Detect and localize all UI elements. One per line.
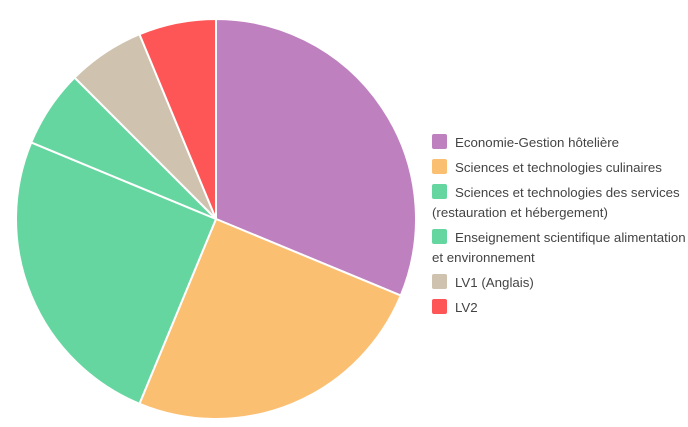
pie-area	[15, 17, 417, 420]
legend-label: Sciences et technologies culinaires	[455, 160, 662, 175]
legend-swatch	[432, 184, 447, 199]
pie-slice[interactable]	[138, 217, 403, 420]
legend-label: LV1 (Anglais)	[455, 275, 534, 290]
legend-item[interactable]: Economie-Gestion hôtelière	[432, 133, 688, 153]
legend-item[interactable]: Sciences et technologies des services (r…	[432, 183, 688, 223]
pie-slice[interactable]	[215, 17, 417, 297]
legend-swatch	[432, 159, 447, 174]
legend: Economie-Gestion hôtelière Sciences et te…	[432, 133, 688, 323]
legend-item[interactable]: Sciences et technologies culinaires	[432, 158, 688, 178]
legend-swatch	[432, 274, 447, 289]
legend-label: LV2	[455, 300, 478, 315]
legend-label: Sciences et technologies des services (r…	[432, 185, 680, 220]
pie-slice[interactable]	[138, 17, 217, 220]
pie-slice[interactable]	[15, 141, 218, 406]
legend-item[interactable]: LV1 (Anglais)	[432, 273, 688, 293]
legend-swatch	[432, 134, 447, 149]
legend-label: Economie-Gestion hôtelière	[455, 135, 620, 150]
legend-label: Enseignement scientifique alimentation e…	[432, 230, 686, 265]
legend-swatch	[432, 229, 447, 244]
legend-item[interactable]: Enseignement scientifique alimentation e…	[432, 228, 688, 268]
legend-item[interactable]: LV2	[432, 298, 688, 318]
legend-swatch	[432, 299, 447, 314]
